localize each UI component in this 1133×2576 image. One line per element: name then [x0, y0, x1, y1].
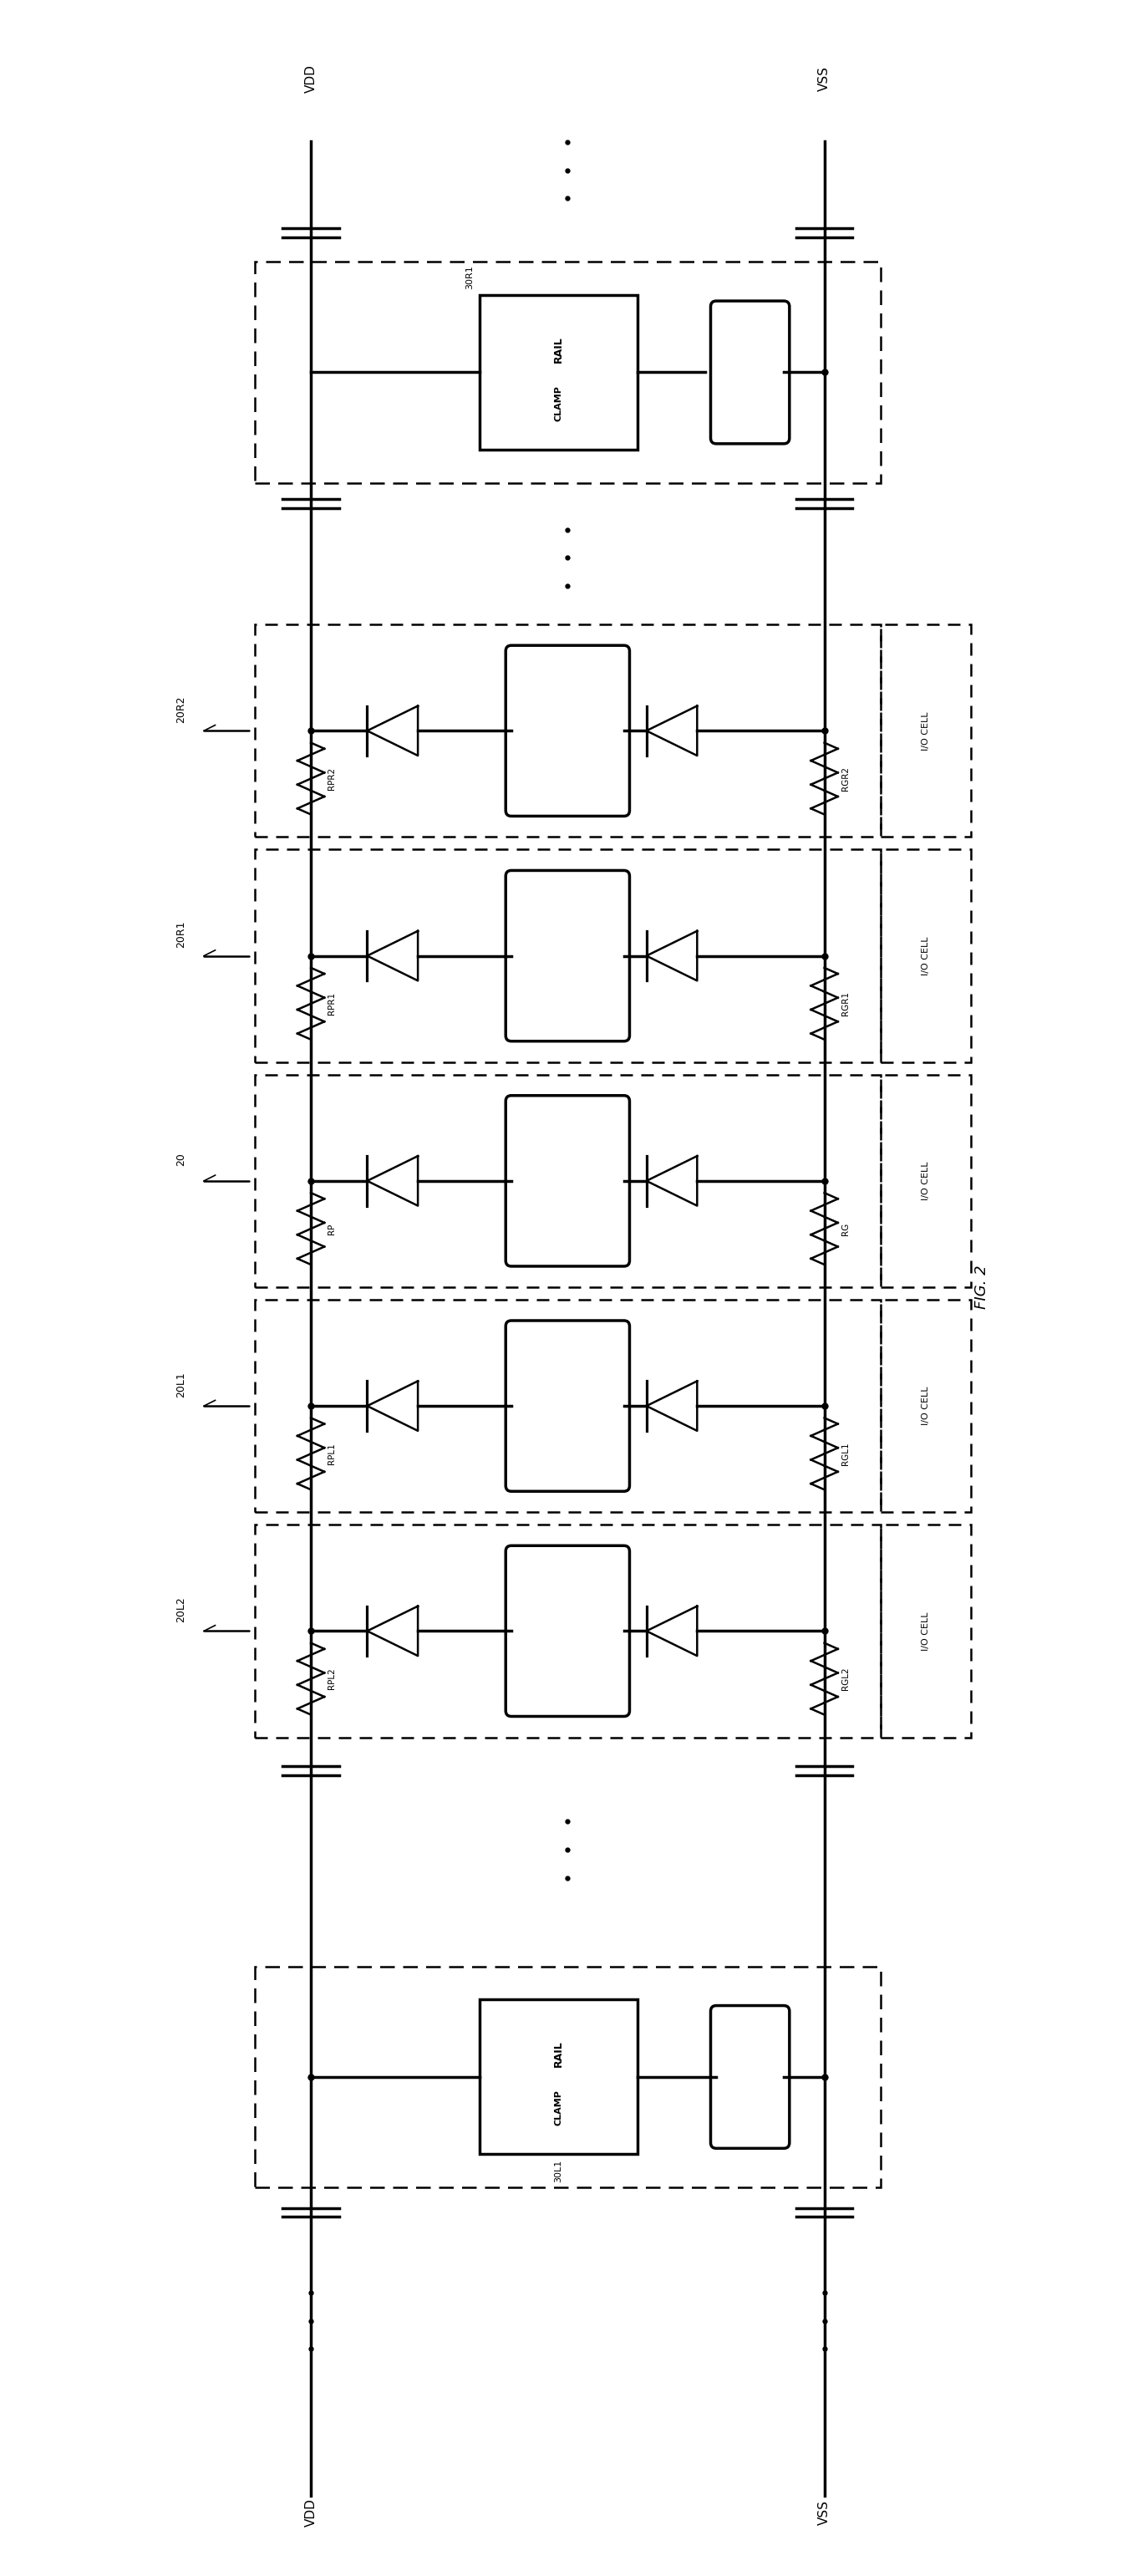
Bar [255, 623, 880, 837]
Text: 20: 20 [176, 1154, 187, 1167]
Text: VDD: VDD [305, 64, 317, 93]
Text: CLAMP: CLAMP [554, 2089, 563, 2125]
Bar [255, 263, 880, 482]
Text: VSS: VSS [818, 2501, 830, 2524]
Bar [255, 1301, 880, 1512]
Text: RGL1: RGL1 [842, 1443, 850, 1466]
Text: I/O CELL: I/O CELL [921, 938, 930, 976]
Text: 20L1: 20L1 [176, 1373, 187, 1399]
Text: VSS: VSS [818, 67, 830, 90]
Bar [255, 1074, 880, 1288]
Text: RAIL: RAIL [553, 2040, 564, 2066]
Bar [255, 1525, 880, 1736]
Text: 30L1: 30L1 [554, 2159, 563, 2182]
Bar [255, 850, 880, 1061]
Text: I/O CELL: I/O CELL [921, 711, 930, 750]
Text: 20R1: 20R1 [176, 922, 187, 948]
Bar [880, 850, 971, 1061]
Text: RGR2: RGR2 [842, 768, 850, 791]
Text: I/O CELL: I/O CELL [921, 1613, 930, 1651]
Bar [880, 1301, 971, 1512]
Text: RPL1: RPL1 [327, 1443, 337, 1466]
Bar [880, 1074, 971, 1288]
Text: RPR1: RPR1 [327, 992, 337, 1015]
Text: 30R1: 30R1 [466, 265, 475, 289]
Text: RP: RP [327, 1224, 337, 1234]
Text: CLAMP: CLAMP [554, 386, 563, 422]
Text: FIG. 2: FIG. 2 [974, 1265, 989, 1309]
Text: RG: RG [842, 1224, 850, 1234]
Text: RGR1: RGR1 [842, 992, 850, 1015]
Bar [479, 1999, 638, 2154]
Text: 20R2: 20R2 [176, 696, 187, 724]
Bar [880, 1525, 971, 1736]
Text: RAIL: RAIL [553, 335, 564, 363]
Bar [479, 296, 638, 451]
Text: I/O CELL: I/O CELL [921, 1386, 930, 1425]
Bar [880, 623, 971, 837]
Text: RGL2: RGL2 [842, 1667, 850, 1690]
Bar [255, 1965, 880, 2187]
Text: RPL2: RPL2 [327, 1669, 337, 1690]
Text: 20L2: 20L2 [176, 1597, 187, 1623]
Text: RPR2: RPR2 [327, 768, 337, 791]
Text: VDD: VDD [305, 2499, 317, 2527]
Text: I/O CELL: I/O CELL [921, 1162, 930, 1200]
